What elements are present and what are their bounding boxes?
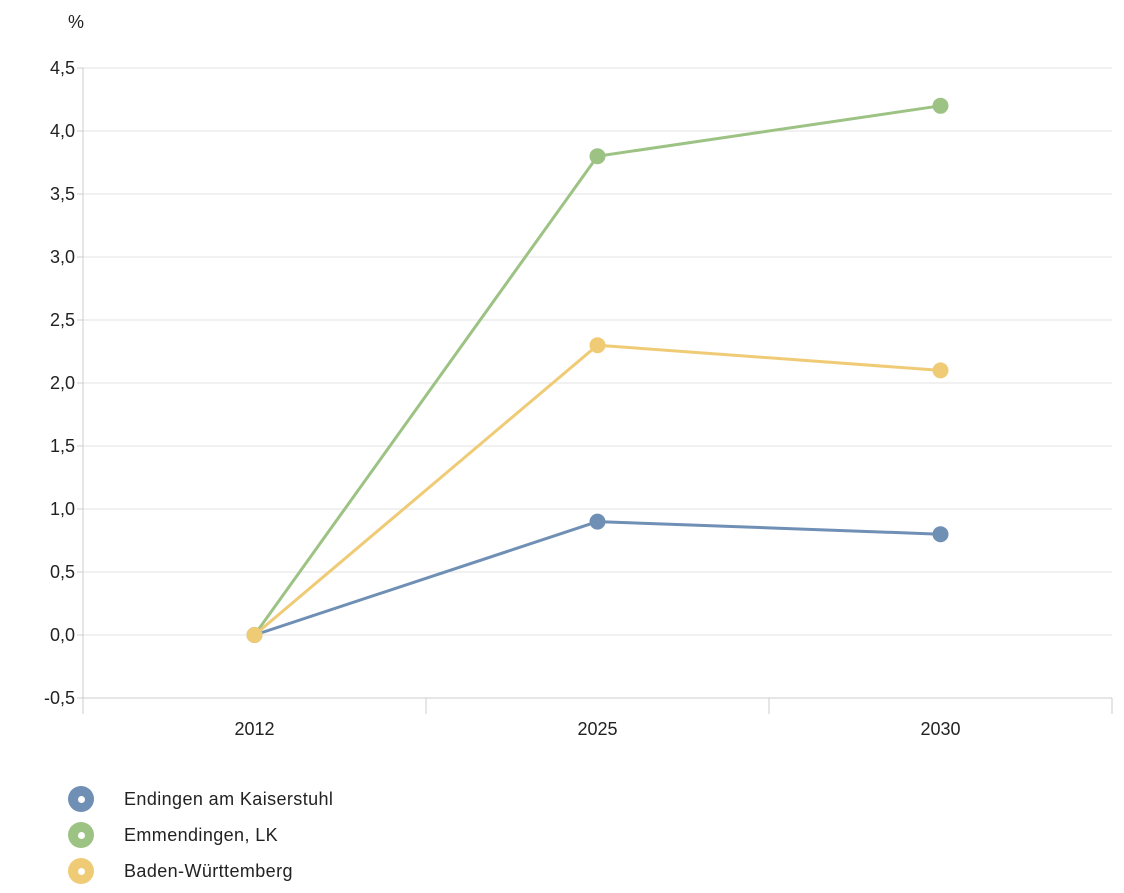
y-tick-label: 0,5: [50, 562, 75, 582]
legend-item-endingen[interactable]: Endingen am Kaiserstuhl: [68, 781, 333, 817]
data-point-s2-2: [932, 362, 949, 379]
x-axis-ticks: 2012 2025 2030: [234, 698, 1113, 739]
legend-label-baden-wuerttemberg: Baden-Württemberg: [124, 860, 293, 881]
y-tick-label: 4,0: [50, 121, 75, 141]
y-tick-label: 4,5: [50, 58, 75, 78]
series-line-0: [254, 520, 941, 637]
grid-lines: [83, 67, 1112, 636]
legend-item-emmendingen[interactable]: Emmendingen, LK: [68, 817, 333, 853]
data-point-s0-2: [932, 526, 949, 543]
y-tick-label: 3,0: [50, 247, 75, 267]
legend-marker-emmendingen: [68, 822, 94, 848]
y-tick-label: 2,0: [50, 373, 75, 393]
legend-marker-baden-wuerttemberg: [68, 858, 94, 884]
series-lines: [246, 97, 949, 643]
legend: Endingen am Kaiserstuhl Emmendingen, LK …: [68, 781, 333, 889]
y-tick-label: 3,5: [50, 184, 75, 204]
y-tick-label: 1,0: [50, 499, 75, 519]
y-axis-ticks: -0,5 0,0 0,5 1,0 1,5 2,0 2,5 3,0 3,5 4,0 4,5: [44, 58, 83, 708]
data-point-s0-1: [589, 513, 606, 530]
y-tick-label: -0,5: [44, 688, 75, 708]
y-tick-label: 0,0: [50, 625, 75, 645]
data-point-s1-2: [932, 97, 949, 114]
axes: [82, 68, 1112, 714]
data-point-s1-1: [589, 148, 606, 165]
y-tick-label: 1,5: [50, 436, 75, 456]
x-tick-label: 2012: [234, 719, 274, 739]
legend-label-endingen: Endingen am Kaiserstuhl: [124, 788, 334, 809]
legend-label-emmendingen: Emmendingen, LK: [124, 824, 279, 845]
y-axis-unit-label: %: [68, 12, 84, 32]
data-point-s2-0: [246, 627, 263, 643]
x-tick-label: 2025: [577, 719, 617, 739]
series-line-1: [253, 104, 941, 636]
y-tick-label: 2,5: [50, 310, 75, 330]
x-tick-label: 2030: [920, 719, 960, 739]
legend-item-baden-wuerttemberg[interactable]: Baden-Württemberg: [68, 853, 333, 889]
data-point-s2-1: [589, 337, 606, 354]
legend-marker-endingen: [68, 786, 94, 812]
